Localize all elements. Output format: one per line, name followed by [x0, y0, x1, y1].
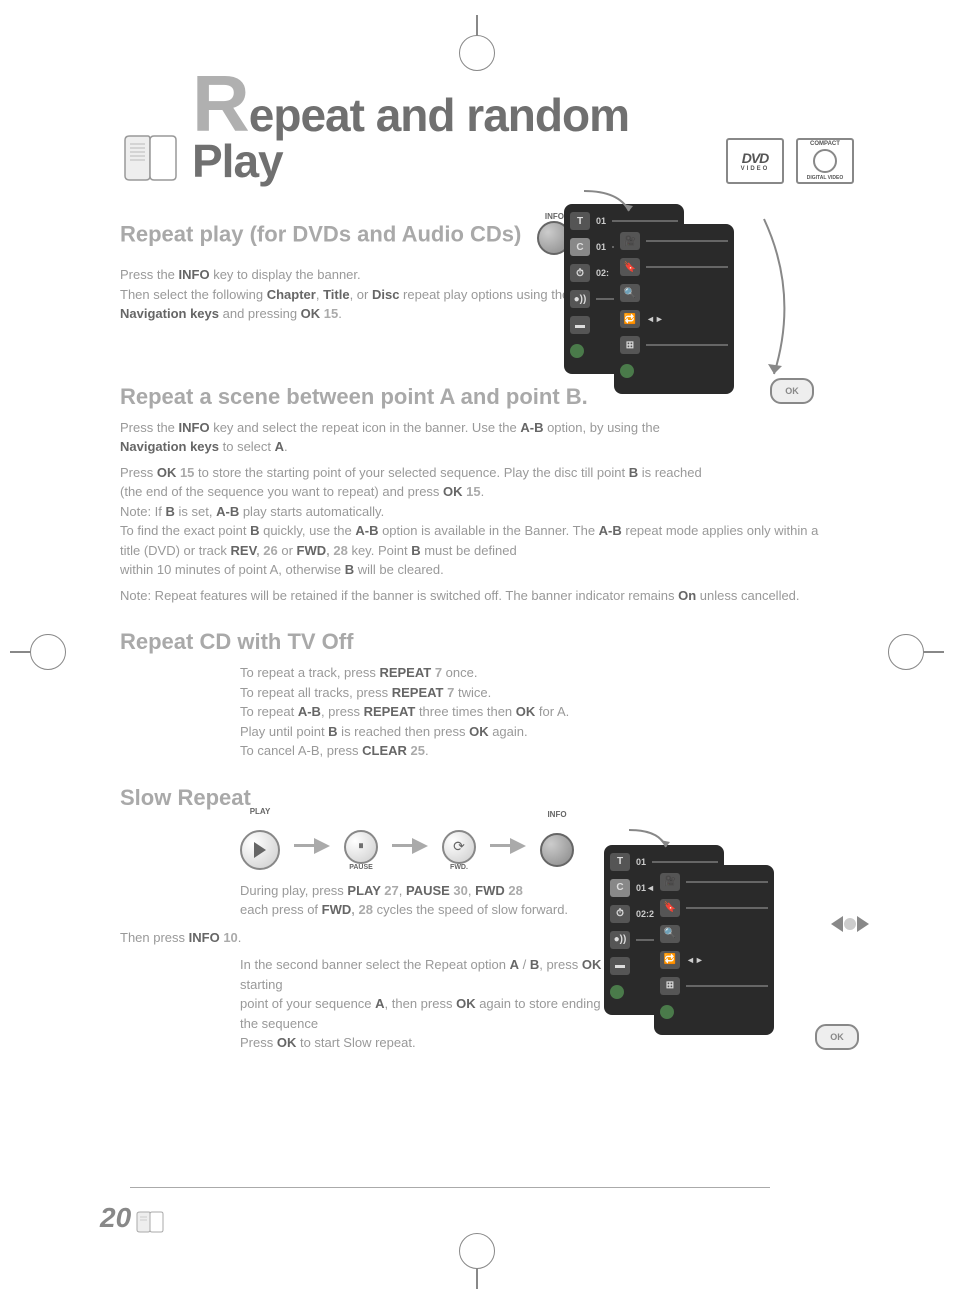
grid-icon: ⊞ — [620, 336, 640, 354]
audio-icon: ●)) — [610, 931, 630, 949]
section1-body: Press the INFO key to display the banner… — [120, 265, 620, 324]
grid-icon: ⊞ — [660, 977, 680, 995]
arrow-curve-icon — [579, 186, 639, 216]
bookmark-icon: 🔖 — [620, 258, 640, 276]
arrow-curve-icon — [754, 214, 804, 384]
chapter-icon: C — [570, 238, 590, 256]
pause-button-icon: ⏸ — [344, 830, 378, 864]
section3-body: To repeat a track, press REPEAT 7 once. … — [240, 663, 854, 761]
dvd-sub: VIDEO — [741, 166, 770, 172]
status-dot-icon — [660, 1005, 674, 1019]
camera-icon: 🎥 — [660, 873, 680, 891]
zoom-icon: 🔍 — [620, 284, 640, 302]
book-icon — [120, 130, 180, 184]
repeat-icon: 🔁 — [660, 951, 680, 969]
time-icon: ⏱ — [610, 905, 630, 923]
section3-title: Repeat CD with TV Off — [120, 629, 854, 655]
title-text: epeat and random Play — [192, 89, 629, 187]
osd-panel-front: 🎥 🔖 🔍 🔁◄► ⊞ — [654, 865, 774, 1035]
dvd-text: DVD — [742, 150, 769, 166]
disc-icon — [813, 149, 837, 173]
chapter-icon: C — [610, 879, 630, 897]
footer-divider — [130, 1187, 770, 1188]
compact-disc-badge: COMPACT DIGITAL VIDEO — [796, 138, 854, 184]
subtitle-icon: ▬ — [610, 957, 630, 975]
page-number-badge: 20 — [100, 1202, 165, 1234]
camera-icon: 🎥 — [620, 232, 640, 250]
section4-title: Slow Repeat — [120, 785, 854, 811]
page-title: Repeat and random Play — [192, 80, 714, 184]
arrow-right-icon — [510, 838, 526, 854]
zoom-icon: 🔍 — [660, 925, 680, 943]
repeat-icon: 🔁 — [620, 310, 640, 328]
arrow-right-icon — [314, 838, 330, 854]
osd-panels-1: T01 C01 ⏱02: ●)) ▬ 🎥 🔖 🔍 🔁◄► ⊞ — [564, 204, 774, 404]
dvd-video-badge: DVD VIDEO — [726, 138, 784, 184]
info-flow-label: INFO — [540, 810, 574, 819]
page-header: Repeat and random Play DVD VIDEO COMPACT… — [120, 80, 854, 184]
arrow-right-icon — [412, 838, 428, 854]
audio-icon: ●)) — [570, 290, 590, 308]
status-dot-icon — [610, 985, 624, 999]
cd-bottom: DIGITAL VIDEO — [807, 175, 843, 181]
page-number: 20 — [100, 1202, 131, 1234]
bookmark-icon: 🔖 — [660, 899, 680, 917]
title-icon: T — [610, 853, 630, 871]
ok-pill: OK — [770, 378, 814, 404]
status-dot-icon — [570, 344, 584, 358]
ok-pill: OK — [815, 1024, 859, 1050]
osd-panels-2: T01 C01◄► ⏱02:20:00 ●)) ▬ 🎥 🔖 🔍 🔁◄► ⊞ — [604, 845, 814, 1045]
nav-keys-icon — [831, 905, 869, 943]
info-button-icon — [540, 833, 574, 867]
play-button-icon — [240, 830, 280, 870]
section4-body: During play, press PLAY 27, PAUSE 30, FW… — [240, 881, 640, 920]
arrow-curve-icon — [624, 825, 674, 855]
time-icon: ⏱ — [570, 264, 590, 282]
status-dot-icon — [620, 364, 634, 378]
subtitle-icon: ▬ — [570, 316, 590, 334]
book-icon — [135, 1210, 165, 1234]
osd-panel-front: 🎥 🔖 🔍 🔁◄► ⊞ — [614, 224, 734, 394]
cd-top: COMPACT — [810, 141, 840, 147]
fwd-button-icon: ⟳ — [442, 830, 476, 864]
section2-body: Press the INFO key and select the repeat… — [120, 418, 854, 606]
play-label: PLAY — [240, 807, 280, 816]
